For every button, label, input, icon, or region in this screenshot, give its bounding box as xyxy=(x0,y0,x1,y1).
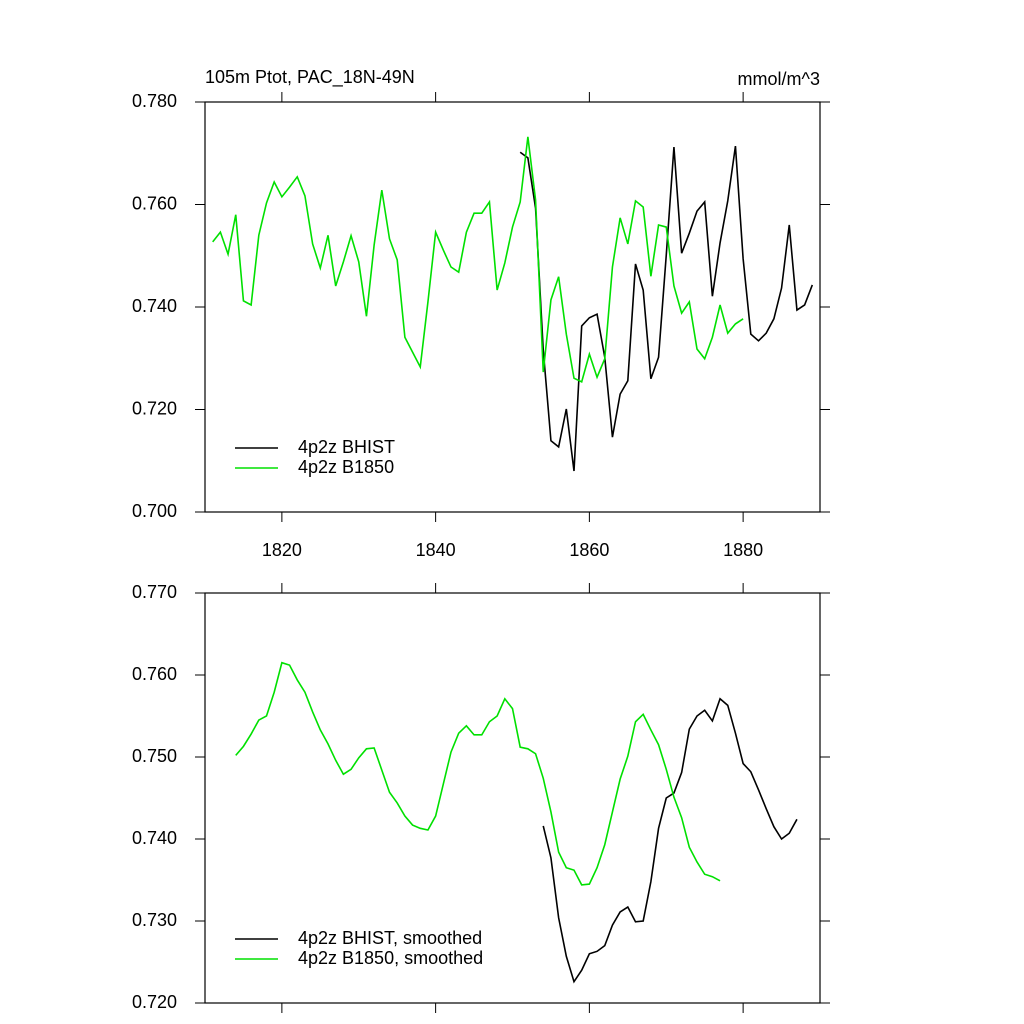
y-tick-label: 0.760 xyxy=(132,664,177,684)
y-tick-label: 0.700 xyxy=(132,501,177,521)
data-line xyxy=(542,697,798,984)
y-tick-label: 0.720 xyxy=(132,992,177,1012)
y-tick-label: 0.770 xyxy=(132,582,177,602)
y-tick-label: 0.740 xyxy=(132,296,177,316)
x-tick-label: 1860 xyxy=(569,540,609,560)
data-line xyxy=(519,145,814,472)
x-tick-label: 1840 xyxy=(416,540,456,560)
x-tick-label: 1820 xyxy=(262,540,302,560)
units-label: mmol/m^3 xyxy=(738,69,820,89)
y-tick-label: 0.730 xyxy=(132,910,177,930)
legend-label: 4p2z BHIST, smoothed xyxy=(298,928,482,948)
data-line xyxy=(212,136,744,383)
x-tick-label: 1880 xyxy=(723,540,763,560)
y-tick-label: 0.760 xyxy=(132,193,177,213)
y-tick-label: 0.720 xyxy=(132,398,177,418)
plot-frame xyxy=(204,592,821,1004)
y-tick-label: 0.740 xyxy=(132,828,177,848)
chart-title: 105m Ptot, PAC_18N-49N xyxy=(205,67,415,88)
legend-label: 4p2z B1850, smoothed xyxy=(298,948,483,968)
y-tick-label: 0.750 xyxy=(132,746,177,766)
legend-label: 4p2z BHIST xyxy=(298,437,395,457)
legend-label: 4p2z B1850 xyxy=(298,457,394,477)
data-line xyxy=(235,661,721,886)
y-tick-label: 0.780 xyxy=(132,91,177,111)
